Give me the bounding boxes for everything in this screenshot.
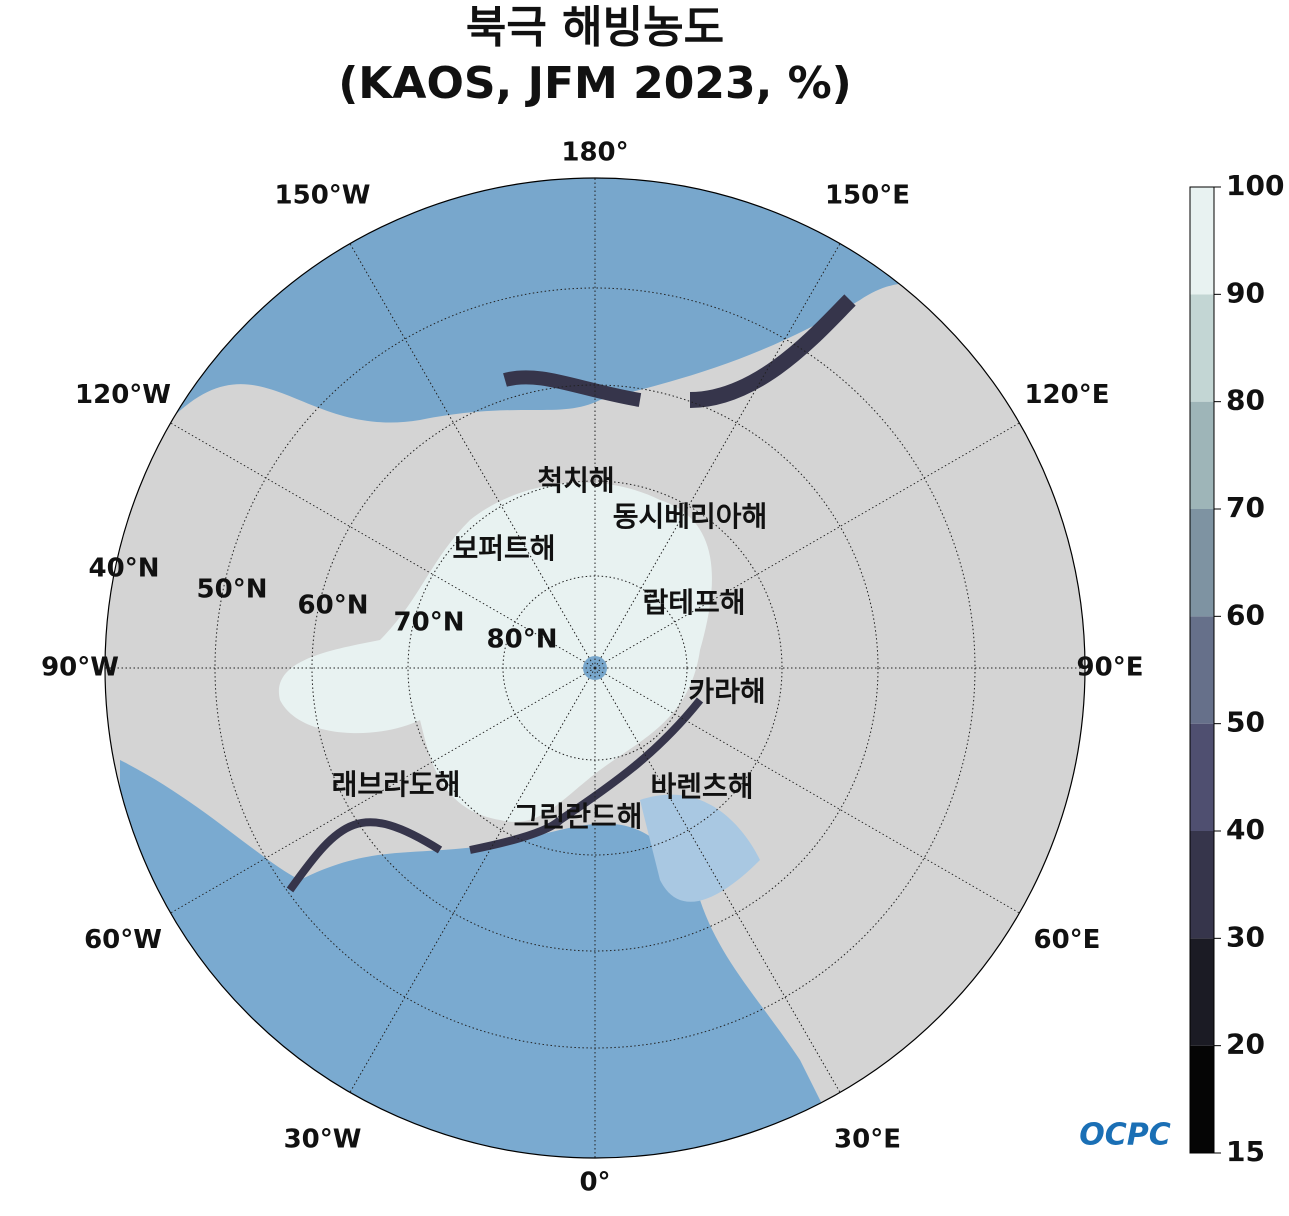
ice-edge [286,697,704,893]
latitude-label: 50°N [197,575,268,605]
latitude-line [407,480,783,856]
ice-edge [689,294,856,408]
title-line: (KAOS, JFM 2023, %) [338,58,852,109]
longitude-label: 30°E [834,1124,901,1154]
longitude-label: 0° [579,1168,610,1198]
colorbar-tick-label: 80 [1226,384,1265,417]
colorbar-segment [1190,616,1214,724]
meridian-line [594,667,1020,914]
colorbar-segment [1190,938,1214,1046]
longitude-label: 150°W [275,181,371,211]
colorbar-segment [1190,509,1214,617]
meridian-line [594,422,1020,669]
logo: OCPC [1079,1118,1171,1153]
colorbar-tick-label: 30 [1226,920,1265,953]
latitude-label: 70°N [394,608,465,638]
latitude-line [311,384,879,952]
map-border [104,177,1086,1159]
barents-sea [640,794,760,902]
longitude-label: 120°W [75,380,171,410]
colorbar-segment [1190,187,1214,295]
meridian-line [594,243,841,669]
longitude-label: 150°E [825,181,910,211]
colorbar-tick-label: 90 [1226,276,1265,309]
latitude-label: 80°N [487,625,558,655]
longitude-label: 30°W [284,1124,362,1154]
sea-name: 척치해 [537,464,614,497]
longitude-label: 90°E [1077,653,1144,683]
meridian-line [170,422,596,669]
sea-name: 동시베리아해 [613,500,768,533]
colorbar-tick-label: 70 [1226,491,1265,524]
meridian-line [349,667,596,1093]
latitude-label: 60°N [298,591,369,621]
meridian-line [594,667,841,1093]
title-line: 북극 해빙농도 [466,2,724,53]
colorbar-segment [1190,723,1214,831]
ice-edge [503,370,642,407]
colorbar-segment [1190,831,1214,939]
colorbar-tick-label: 100 [1226,169,1284,202]
colorbar-tick-label: 50 [1226,706,1265,739]
sea-name: 바렌츠해 [650,770,753,803]
sea-name: 랍테프해 [642,586,745,619]
sea-name: 카라해 [688,675,765,708]
colorbar-frame [1189,186,1215,1154]
meridian-line [349,243,596,669]
longitude-label: 60°E [1034,925,1101,955]
meridian-line [170,667,596,914]
longitude-label: 60°W [84,925,162,955]
colorbar-segment [1190,294,1214,402]
colorbar-tick-label: 60 [1226,598,1265,631]
longitude-label: 120°E [1024,380,1109,410]
sea-name: 보퍼트해 [452,532,555,565]
colorbar-segment [1190,1045,1214,1153]
longitude-label: 180° [561,138,628,168]
colorbar-tick-label: 40 [1226,813,1265,846]
sea-name: 그린란드해 [514,800,643,833]
sea-ice [278,482,712,822]
longitude-label: 90°W [41,653,119,683]
colorbar-tick-label: 15 [1226,1135,1265,1168]
sea-name: 래브라도해 [332,768,461,801]
colorbar-segment [1190,401,1214,509]
colorbar-tick-label: 20 [1226,1028,1265,1061]
latitude-label: 40°N [89,554,160,584]
